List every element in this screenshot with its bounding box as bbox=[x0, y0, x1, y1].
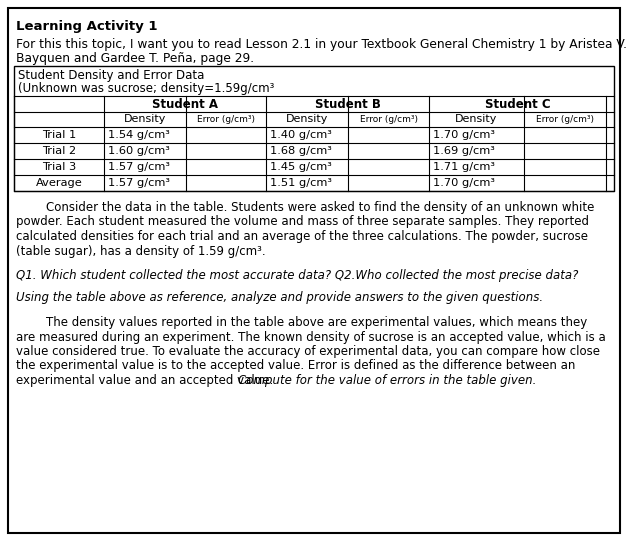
Text: (Unknown was sucrose; density=1.59g/cm³: (Unknown was sucrose; density=1.59g/cm³ bbox=[18, 82, 274, 95]
Text: Error (g/cm³): Error (g/cm³) bbox=[536, 115, 594, 124]
Text: 1.57 g/cm³: 1.57 g/cm³ bbox=[108, 178, 170, 188]
Text: 1.69 g/cm³: 1.69 g/cm³ bbox=[433, 146, 495, 156]
Text: the experimental value is to the accepted value. Error is defined as the differe: the experimental value is to the accepte… bbox=[16, 360, 575, 373]
Bar bbox=[14, 66, 614, 191]
Text: 1.71 g/cm³: 1.71 g/cm³ bbox=[433, 162, 495, 172]
Text: Bayquen and Gardee T. Peña, page 29.: Bayquen and Gardee T. Peña, page 29. bbox=[16, 52, 254, 65]
Text: Trial 3: Trial 3 bbox=[42, 162, 76, 172]
Text: Average: Average bbox=[36, 178, 82, 188]
Text: value considered true. To evaluate the accuracy of experimental data, you can co: value considered true. To evaluate the a… bbox=[16, 345, 600, 358]
Text: Trial 2: Trial 2 bbox=[42, 146, 76, 156]
Text: For this this topic, I want you to read Lesson 2.1 in your Textbook General Chem: For this this topic, I want you to read … bbox=[16, 38, 627, 51]
Text: 1.45 g/cm³: 1.45 g/cm³ bbox=[270, 162, 332, 172]
Text: Learning Activity 1: Learning Activity 1 bbox=[16, 20, 158, 33]
Text: 1.70 g/cm³: 1.70 g/cm³ bbox=[433, 130, 495, 140]
Text: Consider the data in the table. Students were asked to find the density of an un: Consider the data in the table. Students… bbox=[16, 201, 594, 214]
Text: Density: Density bbox=[124, 115, 166, 124]
Text: Error (g/cm³): Error (g/cm³) bbox=[197, 115, 255, 124]
Text: 1.51 g/cm³: 1.51 g/cm³ bbox=[270, 178, 332, 188]
Text: Density: Density bbox=[455, 115, 497, 124]
Text: Trial 1: Trial 1 bbox=[42, 130, 76, 140]
Text: Student B: Student B bbox=[315, 97, 381, 110]
Text: Student Density and Error Data: Student Density and Error Data bbox=[18, 69, 204, 82]
Text: Density: Density bbox=[286, 115, 328, 124]
Text: experimental value and an accepted value.: experimental value and an accepted value… bbox=[16, 374, 277, 387]
Text: The density values reported in the table above are experimental values, which me: The density values reported in the table… bbox=[16, 316, 587, 329]
Text: 1.68 g/cm³: 1.68 g/cm³ bbox=[270, 146, 332, 156]
Text: Student C: Student C bbox=[485, 97, 550, 110]
Text: Error (g/cm³): Error (g/cm³) bbox=[359, 115, 418, 124]
Text: 1.54 g/cm³: 1.54 g/cm³ bbox=[108, 130, 170, 140]
Text: Compute for the value of errors in the table given.: Compute for the value of errors in the t… bbox=[238, 374, 536, 387]
Text: 1.40 g/cm³: 1.40 g/cm³ bbox=[270, 130, 332, 140]
Text: Using the table above as reference, analyze and provide answers to the given que: Using the table above as reference, anal… bbox=[16, 292, 543, 305]
Text: 1.60 g/cm³: 1.60 g/cm³ bbox=[108, 146, 170, 156]
Text: Q1. Which student collected the most accurate data? Q2.Who collected the most pr: Q1. Which student collected the most acc… bbox=[16, 269, 578, 282]
Text: powder. Each student measured the volume and mass of three separate samples. The: powder. Each student measured the volume… bbox=[16, 215, 589, 228]
Text: calculated densities for each trial and an average of the three calculations. Th: calculated densities for each trial and … bbox=[16, 230, 588, 243]
Text: 1.57 g/cm³: 1.57 g/cm³ bbox=[108, 162, 170, 172]
Text: Student A: Student A bbox=[152, 97, 218, 110]
Text: 1.70 g/cm³: 1.70 g/cm³ bbox=[433, 178, 495, 188]
Text: are measured during an experiment. The known density of sucrose is an accepted v: are measured during an experiment. The k… bbox=[16, 331, 606, 344]
Text: (table sugar), has a density of 1.59 g/cm³.: (table sugar), has a density of 1.59 g/c… bbox=[16, 245, 266, 258]
